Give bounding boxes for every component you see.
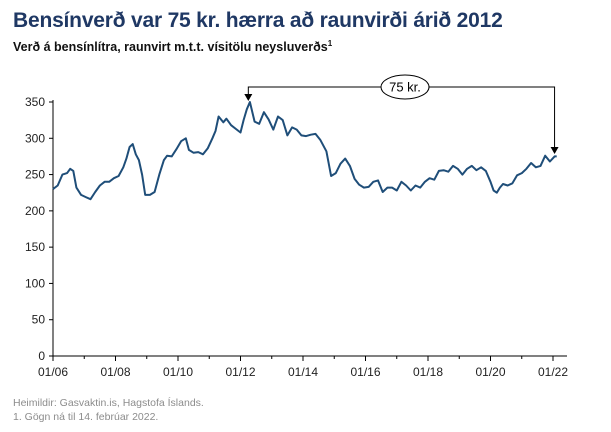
subtitle-footnote-marker: 1 <box>327 39 333 48</box>
chart-footer: Heimildir: Gasvaktin.is, Hagstofa Ísland… <box>13 396 204 424</box>
x-tick-label: 01/14 <box>288 365 318 379</box>
annotation-arrow-left <box>244 94 253 101</box>
x-tick-label: 01/12 <box>225 365 255 379</box>
y-tick-label: 350 <box>25 95 45 109</box>
x-tick-label: 01/20 <box>475 365 505 379</box>
data-note: 1. Gögn ná til 14. febrúar 2022. <box>13 411 159 423</box>
x-tick-label: 01/22 <box>538 365 568 379</box>
x-tick-label: 01/10 <box>163 365 193 379</box>
x-tick-label: 01/16 <box>350 365 380 379</box>
chart-annotation: 75 kr. <box>244 74 559 154</box>
chart-axes: 0 50 100 150 200 250 300 350 01/06 01/08 01/10 01/1… <box>25 95 568 379</box>
y-tick-label: 300 <box>25 131 45 145</box>
annotation-label: 75 kr. <box>389 80 421 95</box>
line-chart: 0 50 100 150 200 250 300 350 01/06 01/08 01/10 01/1… <box>25 74 568 379</box>
y-tick-label: 0 <box>38 349 45 363</box>
y-tick-label: 150 <box>25 240 45 254</box>
chart-series <box>52 101 557 201</box>
chart-title: Bensínverð var 75 kr. hærra að raunvirði… <box>13 9 503 32</box>
x-tick-label: 01/08 <box>100 365 130 379</box>
y-tick-label: 200 <box>25 204 45 218</box>
price-series-line <box>52 101 557 201</box>
source-note: Heimildir: Gasvaktin.is, Hagstofa Ísland… <box>13 397 204 409</box>
y-tick-label: 50 <box>32 313 46 327</box>
subtitle-text: Verð á bensínlítra, raunvirt m.t.t. vísi… <box>13 40 328 54</box>
y-tick-label: 100 <box>25 276 45 290</box>
x-tick-label: 01/18 <box>413 365 443 379</box>
chart-subtitle: Verð á bensínlítra, raunvirt m.t.t. vísi… <box>13 39 333 54</box>
y-tick-label: 250 <box>25 168 45 182</box>
annotation-oval <box>380 74 430 100</box>
x-tick-label: 01/06 <box>38 365 68 379</box>
annotation-arrow-right <box>550 147 559 154</box>
